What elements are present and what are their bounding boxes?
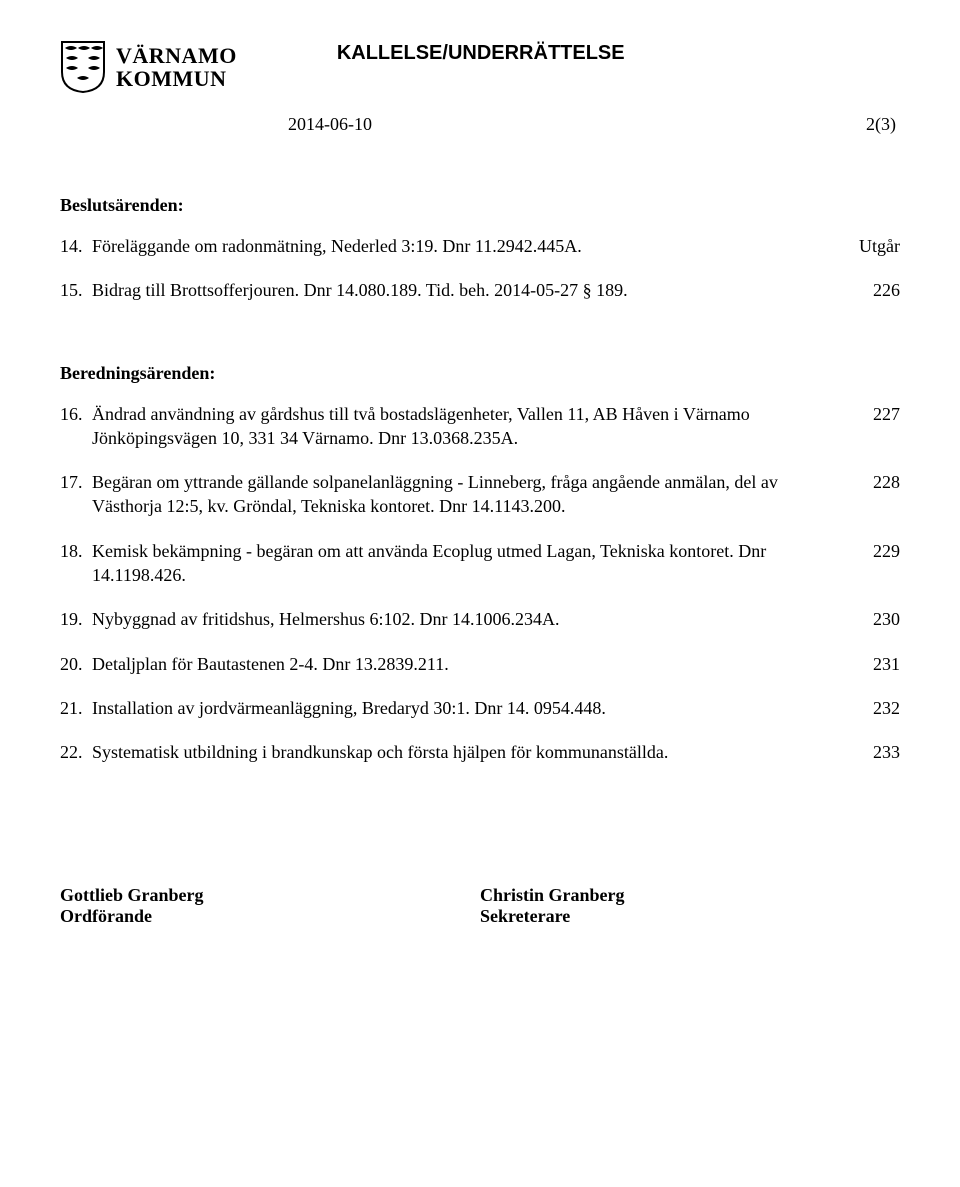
agenda-item: 15.Bidrag till Brottsofferjouren. Dnr 14… [60, 278, 900, 302]
page-number: 2(3) [866, 114, 896, 135]
item-reference: 231 [840, 652, 900, 676]
item-reference: 226 [840, 278, 900, 302]
org-name: VÄRNAMO KOMMUN [116, 44, 237, 90]
item-reference: 229 [840, 539, 900, 563]
section-heading: Beslutsärenden: [60, 195, 900, 216]
signature-left-title: Ordförande [60, 906, 480, 927]
agenda-item: 18.Kemisk bekämpning - begäran om att an… [60, 539, 900, 588]
document-page: VÄRNAMO KOMMUN KALLELSE/UNDERRÄTTELSE 20… [0, 0, 960, 1187]
item-number: 20. [60, 652, 92, 676]
signature-left-name: Gottlieb Granberg [60, 885, 480, 906]
item-text: Bidrag till Brottsofferjouren. Dnr 14.08… [92, 278, 840, 302]
shield-icon [60, 40, 106, 94]
item-number: 21. [60, 696, 92, 720]
agenda-item: 20.Detaljplan för Bautastenen 2-4. Dnr 1… [60, 652, 900, 676]
signature-right: Christin Granberg Sekreterare [480, 885, 900, 927]
signature-right-name: Christin Granberg [480, 885, 900, 906]
item-text: Ändrad användning av gårdshus till två b… [92, 402, 840, 451]
signatures-row: Gottlieb Granberg Ordförande Christin Gr… [60, 885, 900, 927]
item-text: Kemisk bekämpning - begäran om att använ… [92, 539, 840, 588]
item-reference: 228 [840, 470, 900, 494]
item-number: 17. [60, 470, 92, 494]
org-name-line2: KOMMUN [116, 67, 237, 90]
signature-right-title: Sekreterare [480, 906, 900, 927]
section-heading: Beredningsärenden: [60, 363, 900, 384]
item-list: 16.Ändrad användning av gårdshus till tv… [60, 402, 900, 765]
agenda-item: 19.Nybyggnad av fritidshus, Helmershus 6… [60, 607, 900, 631]
item-text: Systematisk utbildning i brandkunskap oc… [92, 740, 840, 764]
item-text: Begäran om yttrande gällande solpanelanl… [92, 470, 840, 519]
item-number: 14. [60, 234, 92, 258]
agenda-item: 21.Installation av jordvärmeanläggning, … [60, 696, 900, 720]
document-title: KALLELSE/UNDERRÄTTELSE [337, 42, 625, 65]
item-text: Nybyggnad av fritidshus, Helmershus 6:10… [92, 607, 840, 631]
item-text: Föreläggande om radonmätning, Nederled 3… [92, 234, 840, 258]
item-number: 15. [60, 278, 92, 302]
agenda-item: 14.Föreläggande om radonmätning, Nederle… [60, 234, 900, 258]
sections-container: Beslutsärenden: 14.Föreläggande om radonm… [60, 195, 900, 765]
item-number: 18. [60, 539, 92, 563]
agenda-item: 22.Systematisk utbildning i brandkunskap… [60, 740, 900, 764]
item-number: 22. [60, 740, 92, 764]
signature-left: Gottlieb Granberg Ordförande [60, 885, 480, 927]
meta-row: 2014-06-10 2(3) [288, 114, 900, 135]
logo-block: VÄRNAMO KOMMUN [60, 40, 237, 94]
item-text: Installation av jordvärmeanläggning, Bre… [92, 696, 840, 720]
item-reference: 227 [840, 402, 900, 426]
document-date: 2014-06-10 [288, 114, 372, 135]
item-text: Detaljplan för Bautastenen 2-4. Dnr 13.2… [92, 652, 840, 676]
item-number: 19. [60, 607, 92, 631]
agenda-item: 16.Ändrad användning av gårdshus till tv… [60, 402, 900, 451]
item-reference: Utgår [840, 234, 900, 258]
item-list: 14.Föreläggande om radonmätning, Nederle… [60, 234, 900, 303]
header-row: VÄRNAMO KOMMUN KALLELSE/UNDERRÄTTELSE [60, 40, 900, 94]
item-reference: 230 [840, 607, 900, 631]
item-reference: 233 [840, 740, 900, 764]
item-reference: 232 [840, 696, 900, 720]
org-name-line1: VÄRNAMO [116, 44, 237, 67]
item-number: 16. [60, 402, 92, 426]
agenda-item: 17.Begäran om yttrande gällande solpanel… [60, 470, 900, 519]
